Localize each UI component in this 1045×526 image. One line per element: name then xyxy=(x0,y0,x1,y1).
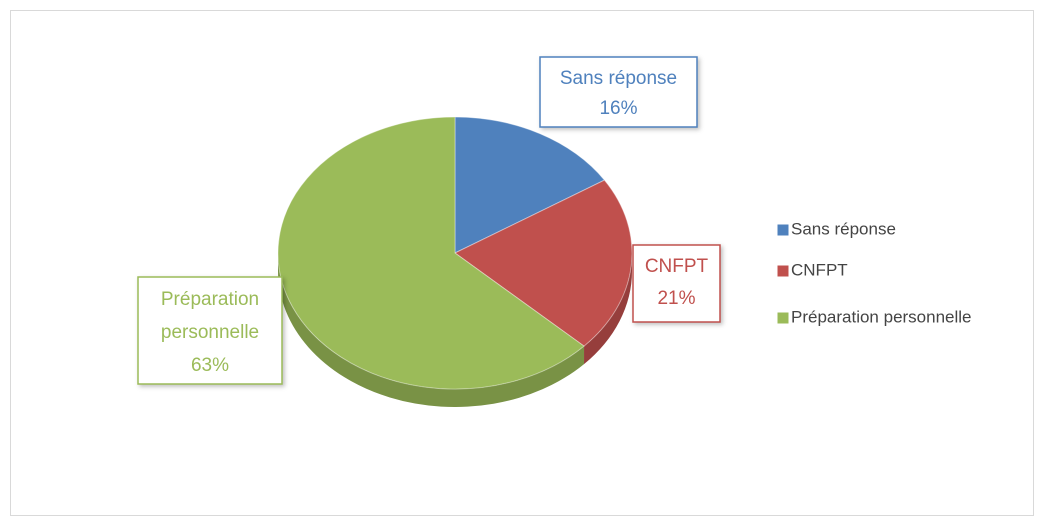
data-label-line: personnelle xyxy=(161,322,259,343)
data-label-value: 21% xyxy=(657,288,695,309)
legend-swatch xyxy=(776,264,790,278)
legend-swatch xyxy=(776,223,790,237)
data-label-category: Sans réponse xyxy=(560,68,677,89)
slice xyxy=(454,116,606,254)
data-label-category: Préparation personnelle xyxy=(161,289,259,343)
legend-label: CNFPT xyxy=(791,260,848,279)
slice xyxy=(454,179,633,347)
slice-side xyxy=(278,253,585,407)
slice xyxy=(277,116,585,390)
data-label-box xyxy=(632,244,721,323)
data-label-box xyxy=(539,56,698,128)
slice-side xyxy=(584,253,632,365)
data-label-value: 63% xyxy=(191,355,229,376)
legend-label: Préparation personnelle xyxy=(791,307,972,326)
data-label-box xyxy=(137,276,283,385)
legend-label: Sans réponse xyxy=(791,219,896,238)
data-label-line: Préparation xyxy=(161,289,259,310)
legend-swatch xyxy=(776,311,790,325)
data-label-category: CNFPT xyxy=(645,256,709,277)
data-label-value: 16% xyxy=(599,98,637,119)
